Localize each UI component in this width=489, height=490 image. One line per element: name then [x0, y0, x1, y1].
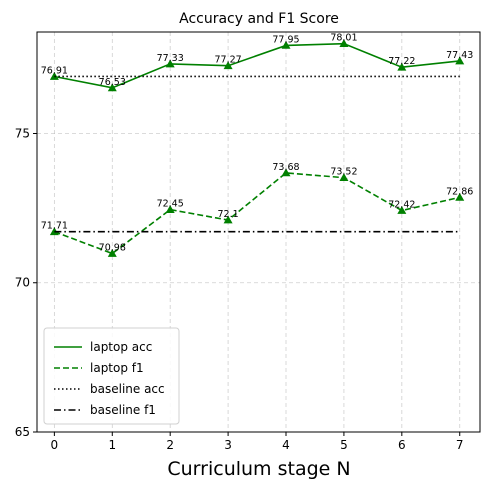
series-lines	[49, 39, 465, 257]
x-axis-label: Curriculum stage N	[167, 458, 350, 480]
x-tick-label: 4	[282, 438, 290, 452]
laptop-acc-value-label: 77.95	[272, 34, 299, 45]
baseline-acc-legend-label: baseline acc	[90, 382, 165, 396]
laptop-f1-value-label: 72.1	[218, 209, 239, 220]
laptop-acc-marker	[165, 59, 175, 68]
laptop-f1-value-label: 73.52	[330, 167, 357, 178]
laptop-acc-marker	[397, 62, 407, 71]
data-labels: 76.91 76.53 77.33 77.27 77.95 78.01 77.22 77.43…	[41, 33, 474, 254]
laptop-f1-marker	[339, 173, 349, 182]
laptop-acc-value-label: 76.91	[41, 65, 68, 76]
y-tick-label: 70	[15, 276, 30, 290]
laptop-f1-marker	[281, 168, 291, 177]
laptop-acc-value-label: 76.53	[99, 77, 126, 88]
x-tick-label: 5	[340, 438, 348, 452]
x-tick-label: 3	[224, 438, 232, 452]
laptop-f1-marker	[223, 215, 233, 224]
axis-ticks: 0 1 2 3 4 5 6 7 65 70 75	[15, 126, 464, 452]
laptop-acc-value-label: 78.01	[330, 33, 357, 44]
laptop-f1-value-label: 73.68	[272, 162, 299, 173]
laptop-acc-marker	[107, 83, 117, 92]
chart-title: Accuracy and F1 Score	[179, 11, 339, 27]
laptop-acc-marker	[223, 61, 233, 70]
laptop-f1-value-label: 72.86	[446, 186, 473, 197]
y-tick-label: 75	[15, 126, 30, 140]
laptop-f1-marker	[455, 192, 465, 201]
baseline-f1-legend-label: baseline f1	[90, 403, 156, 417]
laptop-f1-marker	[165, 205, 175, 213]
laptop-acc-marker	[455, 56, 465, 65]
laptop-f1-marker	[397, 206, 407, 214]
x-tick-label: 2	[166, 438, 174, 452]
y-tick-label: 65	[15, 425, 30, 439]
laptop-f1-value-label: 70.98	[99, 242, 126, 253]
laptop-f1-value-label: 71.71	[41, 221, 68, 232]
plot-frame	[36, 31, 481, 433]
x-tick-label: 0	[51, 438, 59, 452]
x-tick-label: 1	[108, 438, 116, 452]
laptop-f1-value-label: 72.45	[157, 199, 184, 210]
legend: laptop acc laptop f1 baseline acc baseline …	[43, 327, 180, 425]
laptop-acc-value-label: 77.43	[446, 50, 473, 61]
laptop-f1-legend-label: laptop f1	[90, 361, 144, 375]
laptop-acc-value-label: 77.33	[157, 53, 184, 64]
laptop-acc-line	[54, 42, 460, 89]
laptop-f1-value-label: 72.42	[388, 200, 415, 211]
laptop-f1-marker	[107, 248, 117, 257]
laptop-acc-value-label: 77.27	[214, 55, 241, 66]
laptop-acc-legend-label: laptop acc	[90, 340, 152, 354]
laptop-acc-marker	[281, 40, 291, 49]
x-tick-label: 7	[456, 438, 464, 452]
laptop-f1-line	[54, 172, 460, 255]
legend-box	[43, 327, 180, 425]
laptop-acc-marker	[339, 39, 349, 48]
x-tick-label: 6	[398, 438, 406, 452]
laptop-acc-value-label: 77.22	[388, 56, 415, 67]
